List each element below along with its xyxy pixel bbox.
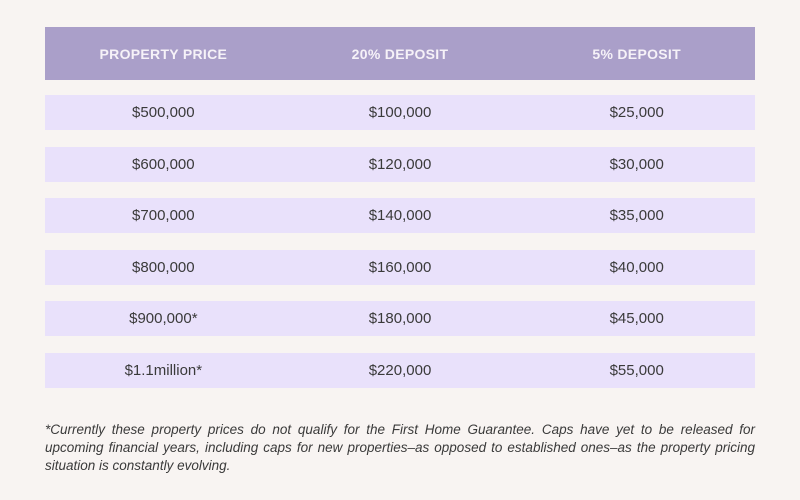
table-row: $800,000 $160,000 $40,000 [45, 249, 755, 285]
deposit-20-cell: $140,000 [368, 207, 432, 224]
deposit-5-cell: $30,000 [609, 155, 664, 173]
header-5-deposit: 5% DEPOSIT [592, 45, 681, 62]
deposit-5-cell: $35,000 [609, 207, 664, 224]
property-price-cell: $500,000 [132, 104, 195, 121]
property-price-cell: $1.1million* [124, 361, 203, 379]
property-price-cell: $700,000 [132, 207, 195, 224]
table-row: $900,000* $180,000 $45,000 [45, 301, 755, 336]
property-price-cell: $800,000 [132, 258, 195, 276]
deposit-5-cell: $55,000 [609, 361, 664, 379]
table-row: $600,000 $120,000 $30,000 [45, 146, 755, 182]
deposit-20-cell: $220,000 [368, 361, 432, 379]
header-20-deposit: 20% DEPOSIT [351, 45, 449, 62]
deposit-20-cell: $100,000 [368, 104, 432, 121]
deposit-20-cell: $160,000 [368, 258, 432, 276]
property-price-cell: $600,000 [132, 155, 195, 173]
table-header: PROPERTY PRICE 20% DEPOSIT 5% DEPOSIT [45, 27, 755, 80]
property-price-cell: $900,000* [129, 310, 198, 327]
table-row: $500,000 $100,000 $25,000 [45, 95, 755, 130]
table-row: $700,000 $140,000 $35,000 [45, 198, 755, 233]
deposit-5-cell: $45,000 [609, 310, 664, 327]
footnote: *Currently these property prices do not … [45, 422, 755, 473]
header-property-price: PROPERTY PRICE [99, 45, 228, 62]
deposit-20-cell: $120,000 [368, 155, 432, 173]
deposit-5-cell: $25,000 [609, 104, 664, 121]
deposit-20-cell: $180,000 [368, 310, 432, 327]
deposit-5-cell: $40,000 [609, 258, 664, 276]
table-row: $1.1million* $220,000 $55,000 [45, 352, 755, 388]
